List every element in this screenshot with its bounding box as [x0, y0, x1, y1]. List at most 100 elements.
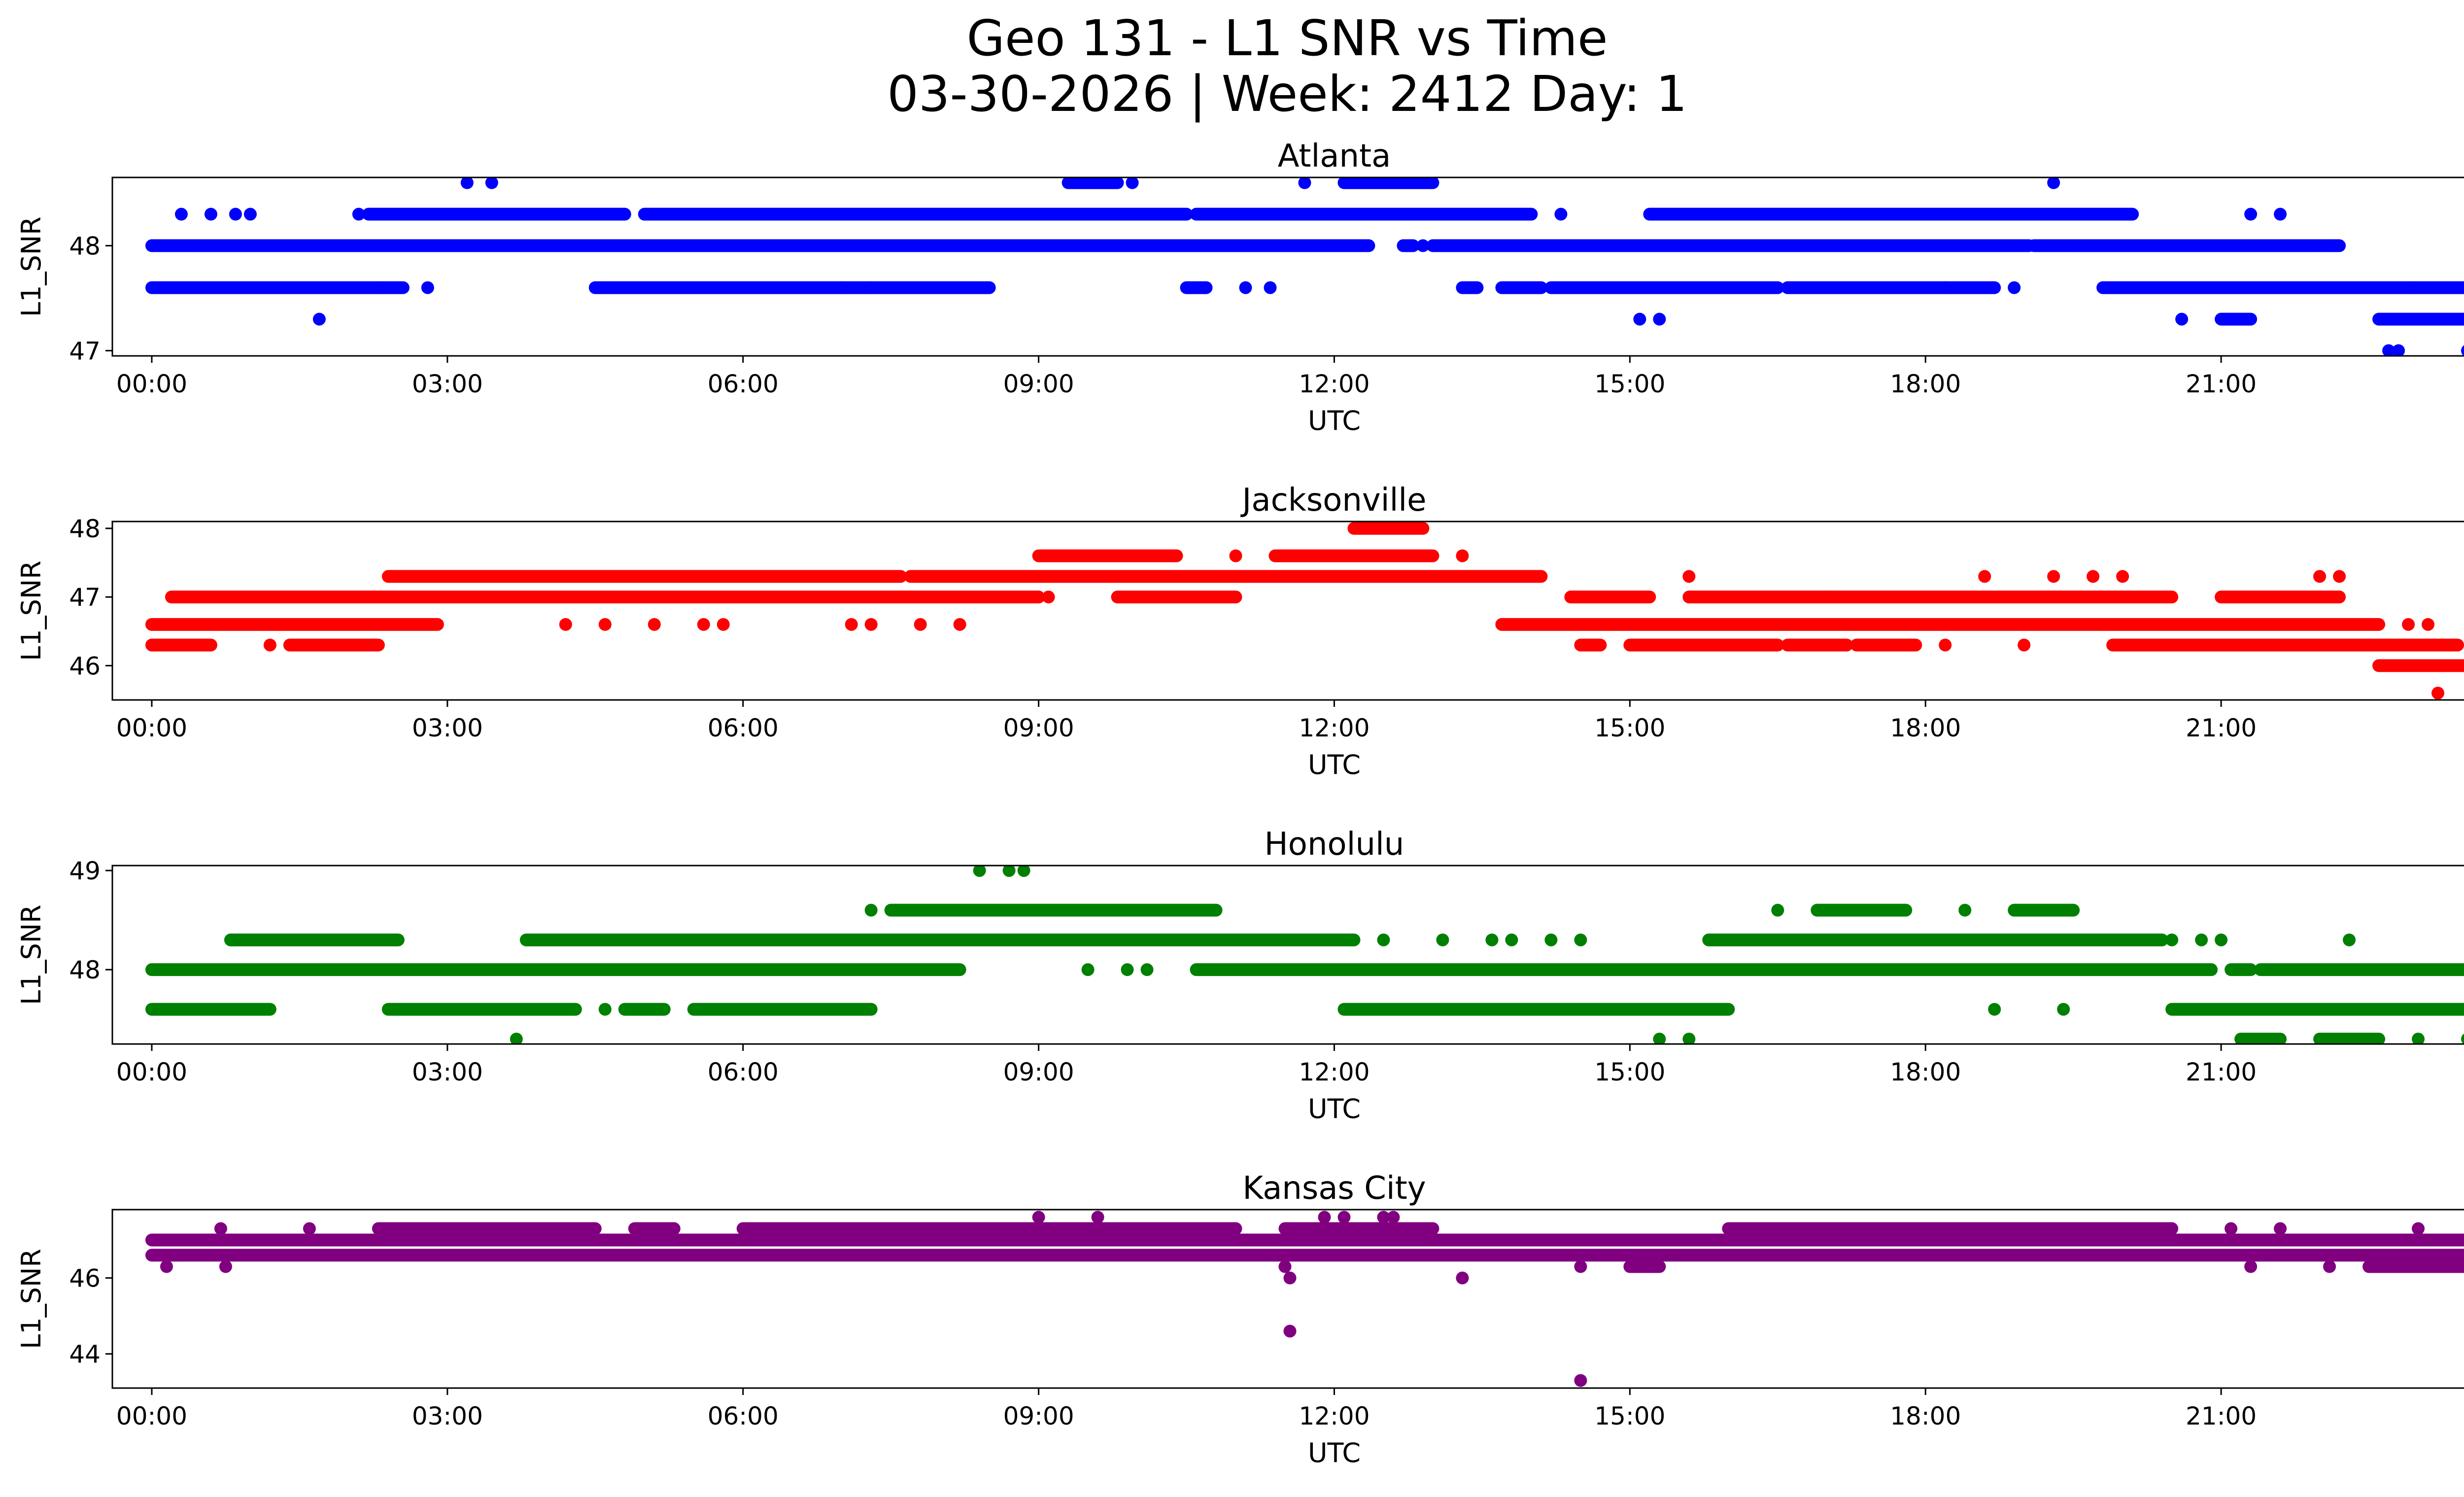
panel-markers-atlanta [145, 177, 2464, 356]
data-point-kansas-city-20 [2412, 1222, 2425, 1235]
data-point-honolulu-21 [2165, 933, 2179, 946]
data-point-jacksonville-25 [2431, 687, 2445, 700]
data-point-kansas-city-15 [1574, 1374, 1587, 1387]
data-point-jacksonville-18 [2087, 570, 2100, 583]
panel-kansas-city: Kansas City 00:00 03:00 06:00 09:00 12:00 15:0… [16, 1170, 2464, 1468]
x-tick-label-honolulu-3: 09:00 [1003, 1058, 1074, 1086]
data-point-atlanta-22 [2047, 177, 2060, 189]
data-point-kansas-city-17 [2244, 1260, 2258, 1273]
data-point-jacksonville-7 [864, 618, 878, 631]
data-point-atlanta-6 [485, 177, 498, 189]
data-point-jacksonville-5 [717, 618, 730, 631]
data-point-honolulu-14 [1574, 933, 1587, 946]
y-tick-label-jacksonville-0: 46 [69, 652, 101, 680]
data-point-atlanta-19 [1899, 208, 1913, 221]
data-point-jacksonville-0 [263, 638, 276, 652]
x-tick-label-jacksonville-2: 06:00 [708, 714, 779, 742]
data-point-atlanta-11 [1126, 177, 1139, 189]
x-tick-label-kansas-city-1: 03:00 [412, 1402, 483, 1430]
data-point-atlanta-16 [1554, 208, 1568, 221]
data-point-atlanta-17 [1633, 313, 1646, 326]
data-point-kansas-city-4 [1032, 1211, 1045, 1224]
data-point-jacksonville-13 [1682, 570, 1696, 583]
x-tick-label-jacksonville-3: 09:00 [1003, 714, 1074, 742]
data-point-jacksonville-20 [2313, 570, 2327, 583]
x-tick-label-atlanta-0: 00:00 [116, 370, 187, 398]
chart-panels: Atlanta 00:00 03:00 06:00 09:00 12:00 15:00 18:… [16, 138, 2464, 1468]
x-axis-label-honolulu: UTC [1308, 1093, 1361, 1124]
chart-title-line-2: 03-30-2026 | Week: 2412 Day: 1 [887, 65, 1687, 123]
y-axis-label-kansas-city: L1_SNR [16, 1249, 47, 1349]
data-point-atlanta-18 [1653, 313, 1666, 326]
x-tick-label-atlanta-6: 18:00 [1890, 370, 1961, 398]
data-point-honolulu-23 [2215, 933, 2228, 946]
data-point-kansas-city-7 [1283, 1271, 1297, 1285]
data-point-kansas-city-10 [1337, 1211, 1351, 1224]
data-point-honolulu-13 [1544, 933, 1558, 946]
data-point-kansas-city-2 [214, 1222, 227, 1235]
data-point-jacksonville-17 [2047, 570, 2060, 583]
y-axis-label-honolulu: L1_SNR [16, 905, 47, 1005]
data-point-honolulu-6 [1081, 963, 1095, 976]
data-point-jacksonville-19 [2116, 570, 2129, 583]
x-tick-label-jacksonville-4: 12:00 [1299, 714, 1369, 742]
data-point-atlanta-9 [835, 281, 848, 294]
panel-jacksonville: Jacksonville 00:00 03:00 06:00 09:00 12:00 15:… [16, 482, 2464, 780]
data-point-atlanta-7 [312, 313, 326, 326]
data-point-kansas-city-5 [1091, 1211, 1104, 1224]
panel-markers-kansas-city [145, 1211, 2464, 1387]
y-tick-label-honolulu-0: 48 [69, 956, 101, 984]
data-point-atlanta-26 [2323, 239, 2336, 252]
data-point-atlanta-4 [352, 208, 365, 221]
data-point-atlanta-13 [1264, 281, 1277, 294]
data-point-kansas-city-8 [1283, 1324, 1297, 1338]
data-point-kansas-city-12 [1387, 1211, 1400, 1224]
data-point-jacksonville-10 [1042, 591, 1055, 604]
data-point-jacksonville-9 [953, 618, 966, 631]
data-point-honolulu-20 [2057, 1003, 2070, 1016]
x-tick-label-atlanta-7: 21:00 [2186, 370, 2257, 398]
panel-title-jacksonville: Jacksonville [1240, 482, 1427, 519]
data-point-kansas-city-16 [2224, 1222, 2238, 1235]
x-tick-label-atlanta-3: 09:00 [1003, 370, 1074, 398]
data-point-honolulu-12 [1505, 933, 1518, 946]
x-tick-label-jacksonville-7: 21:00 [2186, 714, 2257, 742]
x-tick-label-honolulu-2: 06:00 [708, 1058, 779, 1086]
data-point-kansas-city-14 [1574, 1260, 1587, 1273]
y-tick-label-kansas-city-1: 46 [69, 1264, 101, 1293]
data-point-jacksonville-6 [845, 618, 858, 631]
data-point-jacksonville-1 [559, 618, 572, 631]
x-tick-label-honolulu-6: 18:00 [1890, 1058, 1961, 1086]
data-point-jacksonville-21 [2333, 570, 2346, 583]
panel-atlanta: Atlanta 00:00 03:00 06:00 09:00 12:00 15:00 18:… [16, 138, 2464, 436]
data-point-jacksonville-16 [2018, 638, 2031, 652]
y-tick-label-jacksonville-2: 48 [69, 515, 101, 543]
data-point-honolulu-5 [1017, 866, 1030, 877]
x-tick-label-jacksonville-5: 15:00 [1594, 714, 1665, 742]
x-tick-label-atlanta-2: 06:00 [708, 370, 779, 398]
data-point-atlanta-15 [1416, 239, 1430, 252]
data-point-kansas-city-3 [303, 1222, 316, 1235]
panel-honolulu: Honolulu 00:00 03:00 06:00 09:00 12:00 15:00 18… [16, 826, 2464, 1124]
data-point-kansas-city-18 [2274, 1222, 2287, 1235]
x-tick-label-honolulu-0: 00:00 [116, 1058, 187, 1086]
data-point-atlanta-5 [460, 177, 474, 189]
data-point-honolulu-7 [1121, 963, 1134, 976]
data-point-honolulu-17 [1771, 904, 1784, 917]
x-axis-label-jacksonville: UTC [1308, 749, 1361, 780]
y-tick-label-jacksonville-1: 47 [69, 583, 101, 612]
data-point-kansas-city-9 [1318, 1211, 1331, 1224]
data-point-atlanta-14 [1298, 177, 1311, 189]
data-point-atlanta-20 [1939, 281, 1952, 294]
x-tick-label-kansas-city-5: 15:00 [1594, 1402, 1665, 1430]
data-point-atlanta-1 [204, 208, 217, 221]
data-point-honolulu-15 [1653, 1032, 1666, 1044]
x-tick-label-jacksonville-0: 00:00 [116, 714, 187, 742]
data-point-honolulu-0 [510, 1032, 523, 1044]
data-point-honolulu-25 [2412, 1032, 2425, 1044]
data-point-atlanta-8 [421, 281, 434, 294]
y-axis-label-jacksonville: L1_SNR [16, 560, 47, 661]
data-point-kansas-city-0 [160, 1260, 173, 1273]
